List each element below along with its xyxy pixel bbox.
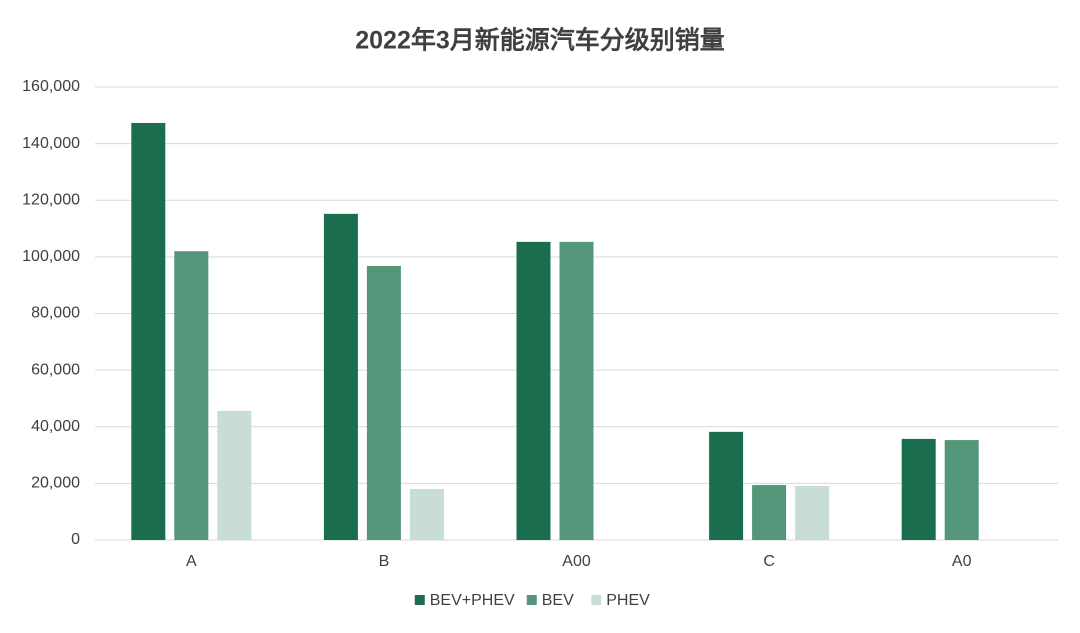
bar [409, 489, 444, 540]
x-tick-label: C [763, 553, 775, 570]
x-tick-label: A00 [562, 553, 591, 570]
bar [323, 213, 358, 540]
y-tick-label: 100,000 [22, 248, 80, 265]
legend-label: BEV+PHEV [430, 592, 515, 609]
y-tick-label: 60,000 [31, 361, 80, 378]
bar [944, 440, 979, 540]
x-tick-label: A0 [952, 553, 972, 570]
y-tick-label: 80,000 [31, 305, 80, 322]
bar [901, 438, 936, 540]
legend-swatch [526, 595, 537, 605]
bar [174, 251, 209, 540]
x-tick-label: A [186, 553, 197, 570]
chart-title: 2022年3月新能源汽车分级别销量 [355, 26, 725, 55]
y-tick-label: 40,000 [31, 418, 80, 435]
legend-label: PHEV [606, 592, 650, 609]
x-tick-label: B [379, 553, 390, 570]
legend-swatch [414, 595, 425, 605]
bar [131, 122, 166, 540]
bar [709, 431, 744, 540]
y-tick-label: 120,000 [22, 191, 80, 208]
bar [752, 485, 787, 540]
bar [795, 485, 830, 540]
legend-swatch [591, 595, 602, 605]
bar [366, 265, 401, 540]
y-tick-label: 0 [71, 531, 80, 548]
bar [217, 410, 252, 540]
legend-label: BEV [542, 592, 574, 609]
y-tick-label: 140,000 [22, 135, 80, 152]
bar [559, 241, 594, 540]
bar [516, 241, 551, 540]
y-tick-label: 160,000 [22, 78, 80, 95]
y-tick-label: 20,000 [31, 475, 80, 492]
